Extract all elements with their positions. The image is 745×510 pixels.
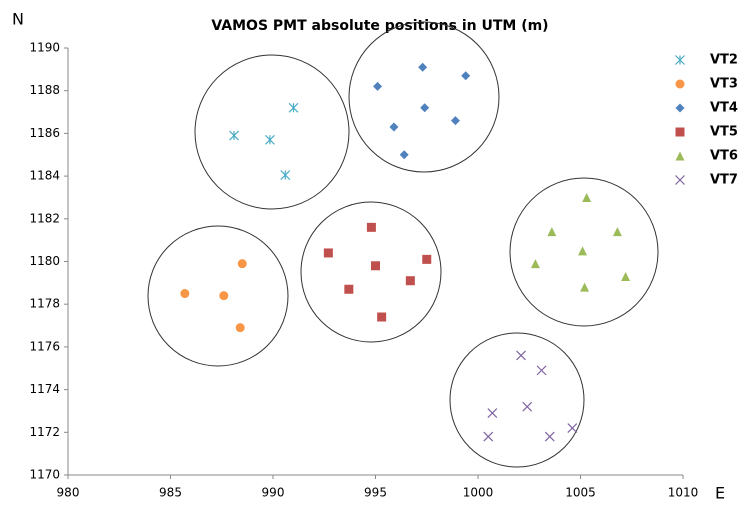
x-tick-label: 990 — [262, 486, 285, 500]
point — [483, 431, 494, 442]
x-tick-label: 1005 — [565, 486, 596, 500]
point — [288, 102, 299, 113]
point — [389, 122, 399, 132]
point — [544, 431, 555, 442]
point — [323, 248, 333, 258]
legend-label: VT6 — [710, 149, 738, 164]
legend-marker — [675, 175, 685, 185]
point — [450, 116, 460, 126]
x-tick-label: 985 — [159, 486, 182, 500]
legend-marker — [675, 103, 685, 113]
point — [578, 246, 588, 256]
y-tick-label: 1172 — [29, 425, 60, 439]
point — [377, 312, 387, 322]
point — [219, 291, 229, 301]
point — [530, 259, 540, 269]
y-tick-label: 1186 — [29, 126, 60, 140]
group-circle — [449, 332, 585, 468]
y-tick-label: 1182 — [29, 211, 60, 225]
legend-label: VT5 — [710, 125, 738, 140]
point — [487, 408, 498, 419]
group-circle — [348, 21, 500, 173]
point — [580, 282, 590, 292]
y-axis-label: N — [12, 10, 24, 29]
point — [567, 423, 578, 433]
point — [418, 62, 428, 72]
point — [461, 71, 471, 81]
x-tick-label: 995 — [364, 486, 387, 500]
y-tick-label: 1188 — [29, 83, 60, 97]
y-tick-label: 1174 — [29, 382, 60, 396]
point — [582, 192, 592, 202]
x-tick-label: 1000 — [463, 486, 494, 500]
x-axis-label: E — [715, 484, 725, 503]
point — [405, 276, 415, 286]
x-tick-label: 980 — [57, 486, 80, 500]
y-tick-label: 1170 — [29, 468, 60, 482]
point — [612, 227, 622, 237]
point — [422, 254, 432, 264]
point — [237, 259, 247, 269]
point — [366, 222, 376, 232]
group-circle — [147, 225, 289, 367]
legend-label: VT4 — [710, 101, 738, 116]
point — [522, 401, 533, 412]
legend-label: VT2 — [710, 53, 738, 68]
legend-marker — [675, 127, 685, 137]
legend-marker — [675, 151, 685, 161]
y-tick-label: 1190 — [29, 41, 60, 55]
point — [536, 365, 547, 376]
y-tick-label: 1184 — [29, 169, 60, 183]
point — [229, 130, 239, 141]
point — [280, 170, 291, 180]
point — [547, 227, 557, 237]
group-circles — [147, 21, 659, 468]
point — [344, 284, 354, 294]
x-tick-label: 1010 — [668, 486, 699, 500]
chart-title: VAMOS PMT absolute positions in UTM (m) — [211, 18, 548, 34]
y-tick-label: 1180 — [29, 254, 60, 268]
group-circle — [194, 54, 350, 210]
point — [235, 323, 245, 333]
point — [373, 81, 383, 91]
legend-label: VT7 — [710, 173, 738, 188]
group-circle — [509, 177, 659, 327]
point — [621, 271, 631, 281]
point — [399, 150, 409, 160]
point — [371, 261, 380, 271]
point — [265, 134, 275, 145]
legend-marker — [675, 55, 685, 65]
group-circle — [300, 201, 442, 343]
legend-label: VT3 — [710, 77, 738, 92]
y-tick-label: 1178 — [29, 297, 60, 311]
point — [516, 350, 526, 361]
point — [180, 289, 190, 299]
y-tick-label: 1176 — [29, 339, 60, 353]
legend-marker — [675, 79, 685, 89]
point — [420, 103, 430, 113]
